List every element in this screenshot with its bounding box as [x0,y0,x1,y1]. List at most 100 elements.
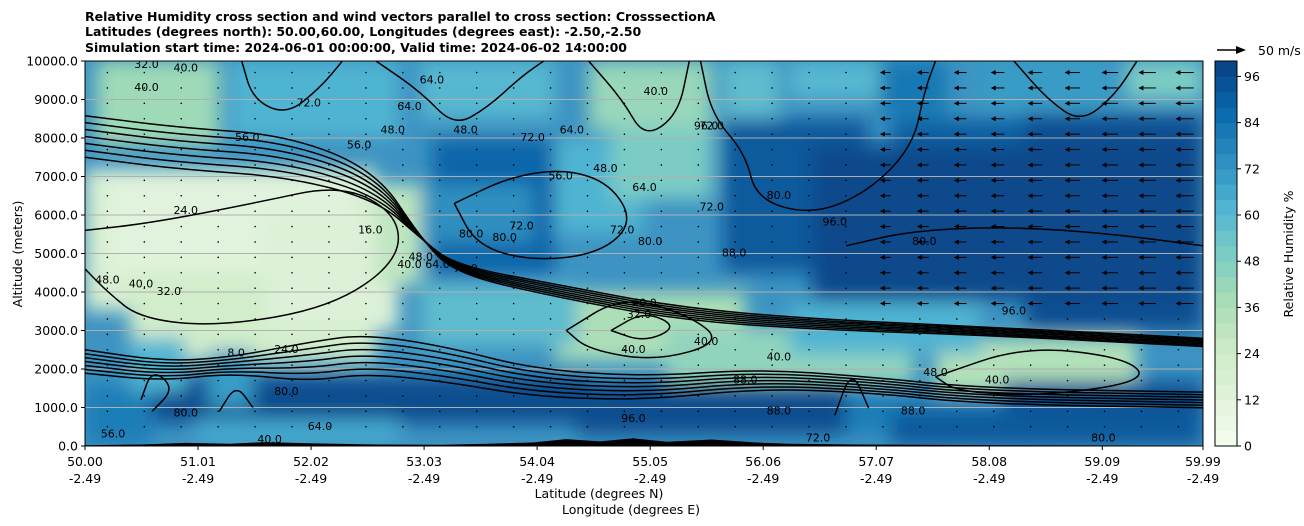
wind-vector-head [1175,70,1181,76]
wind-vector-head [1138,254,1144,260]
humidity-field-patch [420,284,578,346]
wind-vector [734,364,737,366]
contour-label: 80.0 [767,189,792,202]
wind-vector [1066,333,1069,336]
contour-label: 56.0 [548,170,573,183]
x-tick-label-lon: -2.49 [973,471,1005,486]
wind-vector [660,102,663,105]
wind-vector-head [916,193,922,199]
wind-vector [845,179,847,182]
wind-vector-head [1027,193,1033,199]
wind-vector [143,333,146,336]
wind-vector [845,133,847,135]
wind-vector [808,302,810,305]
wind-vector [808,318,810,320]
wind-vector-head [1101,177,1107,183]
chart-title-line-1: Relative Humidity cross section and wind… [85,9,716,24]
wind-vector-head [1027,301,1033,307]
wind-vector-head [1101,85,1107,91]
wind-vector-head [953,285,959,291]
wind-vector [771,117,773,120]
wind-vector [143,225,146,228]
contour-line [85,149,1203,341]
wind-vector [291,364,293,366]
wind-vector [254,194,256,197]
wind-vector [180,395,183,397]
contour-label: 88.0 [722,247,747,260]
wind-vector [623,225,626,228]
wind-vector [475,425,478,428]
wind-vector [438,395,441,397]
contour-labels: 24.016.08.0 24.032.040.048.040.048.064.0 7… [95,61,1116,446]
wind-vector [808,210,810,212]
colorbar-frame [1214,60,1238,447]
wind-vector [402,379,404,382]
contour-label: 40.0 [632,297,657,310]
wind-vector [180,164,183,166]
wind-vector [955,379,958,382]
wind-vector [475,302,478,305]
wind-vector [328,379,330,382]
wind-vector [771,287,773,289]
wind-vector [955,333,958,336]
wind-vector [217,102,219,105]
wind-vector [882,348,884,351]
wind-vector [291,179,293,182]
contour-label: 96.0 [621,412,646,425]
wind-vector [660,179,663,182]
wind-vector [180,179,183,182]
wind-vector [143,395,146,397]
contour-label: 40.0 [985,374,1010,387]
wind-vector [217,225,219,228]
wind-vector [586,133,589,135]
wind-vector-head [879,177,885,183]
contour-label: 64.0 [560,123,585,136]
wind-vector-head [1138,70,1144,76]
wind-vector-head [1064,270,1070,276]
wind-vectors [106,70,1194,428]
humidity-field-patch [196,419,399,446]
colorbar-band [1215,322,1237,339]
wind-vector-head [953,131,959,137]
wind-vector [549,425,552,428]
colorbar-band [1215,230,1237,247]
colorbar-band [1215,153,1237,170]
wind-vector [845,194,847,197]
contour-line [85,128,1203,345]
wind-vector-head [990,270,996,276]
chart-title-line-3: Simulation start time: 2024-06-01 00:00:… [85,40,627,55]
contour-line [85,121,1203,346]
wind-vector [438,71,441,74]
wind-vector [438,256,441,259]
wind-vector [623,379,626,382]
wind-vector [660,302,663,305]
wind-vector [106,71,109,74]
wind-vector [1029,410,1032,413]
wind-vector [217,164,219,166]
wind-vector [328,241,330,243]
wind-vector [882,318,884,320]
wind-vector [217,287,219,289]
wind-vector [771,395,773,397]
wind-vector [180,410,183,413]
wind-vector [328,117,330,120]
wind-vector-head [916,301,922,307]
colorbar-tick-label: 72 [1244,161,1260,176]
wind-vector [660,164,663,166]
wind-vector [512,271,515,274]
wind-vector [1029,379,1032,382]
wind-vector-head [990,100,996,106]
wind-vector [143,164,146,166]
colorbar: 0 12 24 36 48 60 72 84 96 [1214,60,1260,454]
wind-vector-head [1175,131,1181,137]
wind-vector [808,333,810,336]
wind-vector [586,271,589,274]
wind-vector [106,410,109,413]
wind-vector [586,148,589,151]
humidity-field-patch [420,61,556,119]
wind-vector [734,225,737,228]
wind-vector [143,287,146,289]
wind-vector [771,179,773,182]
wind-vector [512,194,515,197]
wind-vector [143,348,146,351]
